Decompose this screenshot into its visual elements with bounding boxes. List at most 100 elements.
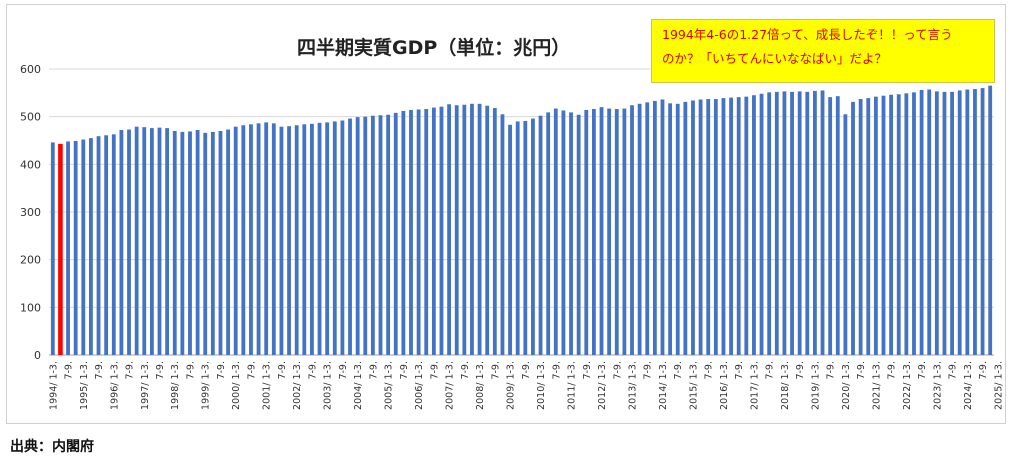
bar <box>264 122 269 356</box>
x-tick-label: 7-9. <box>734 361 745 380</box>
x-tick-label: 7-9. <box>125 361 136 380</box>
bar <box>149 128 154 355</box>
bar <box>790 91 794 355</box>
bar <box>470 103 474 356</box>
x-tick-label: 2019/ 1-3. <box>810 361 821 410</box>
x-tick-label: 1994/ 1-3. <box>48 361 59 410</box>
bar <box>310 123 314 355</box>
bar <box>104 135 109 355</box>
annotation-line-2: のか？「いちてんにいななばい」だよ？ <box>662 51 888 66</box>
bar <box>980 88 985 356</box>
bar <box>203 132 208 355</box>
x-tick-label: 1995/ 1-3. <box>79 361 90 410</box>
bar <box>660 99 665 355</box>
y-tick-label: 600 <box>20 63 41 76</box>
bar <box>652 100 657 355</box>
bar <box>759 93 764 355</box>
x-tick-label: 7-9. <box>948 361 959 380</box>
bar <box>165 128 170 355</box>
bar <box>119 130 124 355</box>
x-tick-label: 2006/ 1-3. <box>414 361 425 410</box>
bar <box>782 91 787 356</box>
chart-title: 四半期実質GDP（単位：兆円） <box>297 37 571 59</box>
bar <box>89 138 93 355</box>
x-tick-label: 7-9. <box>368 361 379 380</box>
bar <box>50 142 55 355</box>
bar <box>576 114 581 355</box>
bar <box>416 109 421 356</box>
bar <box>706 99 711 355</box>
bar <box>134 126 139 355</box>
x-tick-label: 2015/ 1-3. <box>688 361 699 410</box>
x-tick-label: 7-9. <box>643 361 654 380</box>
x-tick-label: 2024/ 1-3. <box>963 361 974 410</box>
x-tick-label: 7-9. <box>765 361 776 380</box>
bar <box>736 97 741 355</box>
bar <box>797 91 802 356</box>
bar <box>355 117 360 355</box>
x-tick-label: 7-9. <box>521 361 532 380</box>
bar <box>713 99 718 355</box>
x-tick-label: 2023/ 1-3. <box>932 361 943 410</box>
x-tick-label: 2022/ 1-3. <box>902 361 913 410</box>
bar <box>111 134 116 355</box>
bar <box>462 104 467 355</box>
bar <box>965 89 970 355</box>
bar <box>553 108 558 356</box>
x-tick-label: 2002/ 1-3. <box>292 361 303 410</box>
x-tick-label: 7-9. <box>582 361 593 380</box>
x-tick-label: 2009/ 1-3. <box>506 361 517 410</box>
x-tick-label: 2003/ 1-3. <box>323 361 334 410</box>
bar <box>546 112 551 355</box>
bar <box>287 126 291 355</box>
x-tick-label: 2000/ 1-3. <box>231 361 242 410</box>
bar <box>942 91 947 355</box>
bar <box>973 89 977 356</box>
bars <box>50 85 993 356</box>
bar <box>607 108 612 356</box>
bar <box>919 89 924 356</box>
bar <box>599 107 604 355</box>
x-tick-label: 7-9. <box>155 361 166 380</box>
bar <box>622 108 627 356</box>
x-tick-label: 7-9. <box>490 361 501 380</box>
x-tick-label: 2017/ 1-3. <box>749 361 760 410</box>
bar <box>317 122 322 355</box>
bar <box>279 126 284 355</box>
x-tick-label: 7-9. <box>856 361 867 380</box>
x-tick-label: 7-9. <box>704 361 715 380</box>
bar <box>851 101 855 355</box>
bar <box>805 91 810 355</box>
source-label: 出典：内閣府 <box>10 439 94 455</box>
bar <box>896 94 901 355</box>
y-tick-label: 500 <box>20 111 41 124</box>
bar <box>409 109 413 355</box>
bar <box>340 120 345 355</box>
bar <box>691 100 695 356</box>
bar <box>630 105 634 355</box>
y-tick-label: 400 <box>20 158 41 171</box>
bar <box>363 116 368 356</box>
bar <box>431 107 436 355</box>
x-tick-label: 2012/ 1-3. <box>597 361 608 410</box>
bar <box>477 103 482 356</box>
x-tick-label: 7-9. <box>551 361 562 380</box>
bar <box>858 99 863 355</box>
bar <box>957 90 962 355</box>
x-tick-label: 7-9. <box>460 361 471 380</box>
bar <box>912 92 916 356</box>
bar <box>515 121 520 355</box>
bar <box>492 108 497 355</box>
x-tick-label: 7-9. <box>64 361 75 380</box>
bar <box>835 96 840 356</box>
bar <box>820 90 825 355</box>
x-tick-label: 2020/ 1-3. <box>841 361 852 410</box>
annotation-line-1: 1994年4-6の1.27倍って、成長したぞ！！って言う <box>662 27 953 42</box>
x-tick-label: 7-9. <box>887 361 898 380</box>
bar <box>569 112 573 355</box>
x-tick-label: 2018/ 1-3. <box>780 361 791 410</box>
bar <box>249 124 253 355</box>
bar <box>866 98 871 356</box>
x-tick-label: 7-9. <box>673 361 684 380</box>
bar <box>332 121 337 355</box>
